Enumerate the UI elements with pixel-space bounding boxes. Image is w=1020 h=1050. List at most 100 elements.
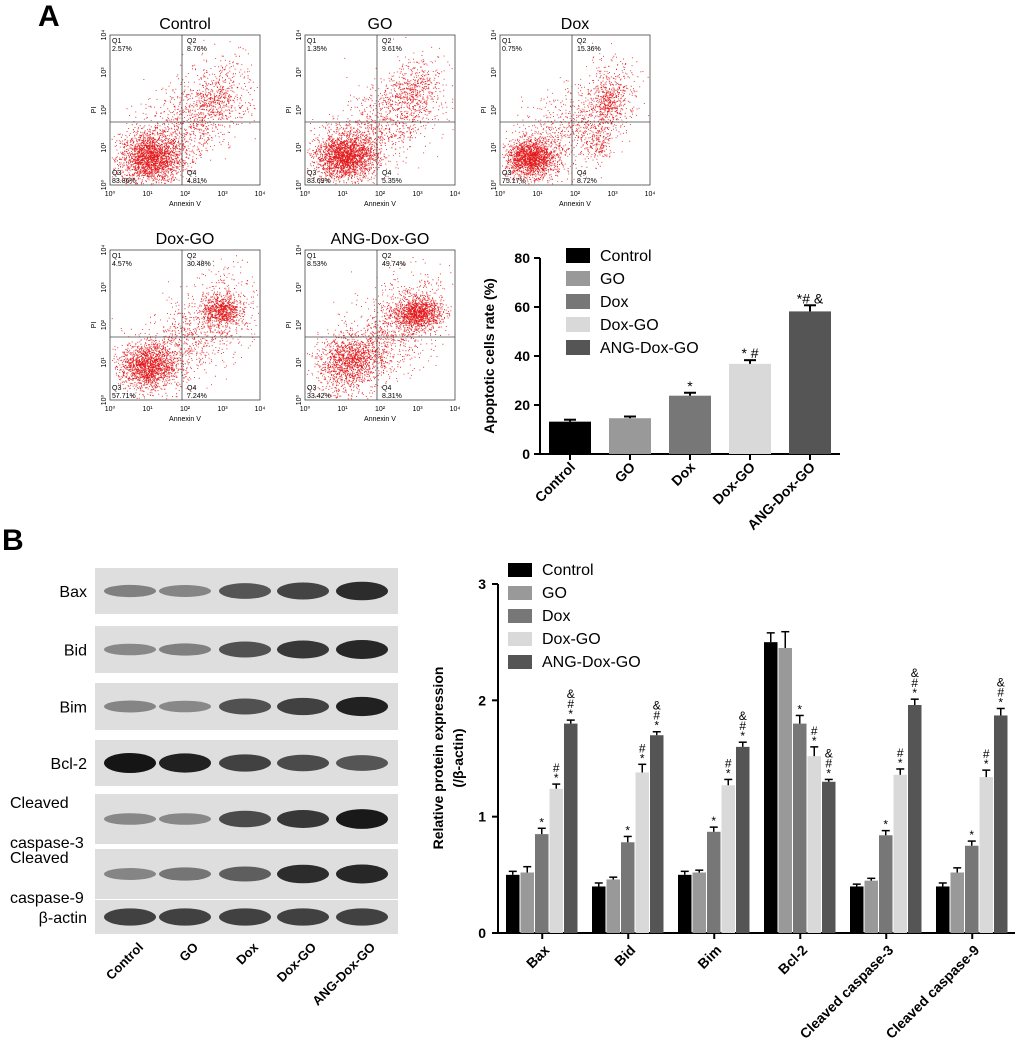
significance-mark: #: [639, 741, 646, 755]
bar-cleaved-caspase-3-1: [864, 880, 878, 933]
x-tick-label: Dox-GO: [709, 459, 758, 508]
legend-label: ANG-Dox-GO: [542, 654, 641, 671]
panel-label-b: B: [2, 524, 24, 557]
significance-mark: *: [726, 766, 731, 780]
legend-label: Dox: [542, 608, 570, 625]
x-tick-label: 10⁰: [105, 405, 116, 413]
bar-bax-0: [506, 874, 520, 933]
bar-bid-0: [592, 886, 606, 933]
legend-swatch: [566, 271, 590, 286]
bar-cleaved-caspase-3-0: [850, 886, 864, 933]
flow-plot-events: [307, 37, 454, 185]
legend-swatch: [508, 632, 532, 646]
blot-lane-label: Dox-GO: [274, 940, 319, 985]
x-tick-label: 10²: [375, 191, 386, 198]
flow-plot-title: Dox-GO: [156, 231, 215, 248]
bar-bid-3: [635, 772, 649, 933]
x-tick-label: 10¹: [142, 191, 153, 198]
blot-band: [336, 696, 388, 717]
bar-bax-3: [549, 788, 563, 933]
y-tick-label: 10⁴: [491, 30, 498, 41]
x-tick-label: Cleaved caspase-9: [882, 942, 982, 1042]
blot-lane-label: ANG-Dox-GO: [309, 940, 378, 1009]
significance-mark: #: [739, 719, 746, 733]
blot-lane-label: Dox: [233, 939, 262, 968]
x-tick-label: 10¹: [337, 191, 348, 198]
bar-dox: [669, 395, 711, 454]
legend-label: Dox-GO: [542, 631, 601, 648]
flow-event-dots: [111, 255, 259, 400]
blot-band: [277, 640, 329, 659]
blot-lane-label: Control: [103, 940, 146, 983]
y-tick-label: 10⁴: [296, 245, 303, 256]
blot-band: [336, 640, 388, 659]
q3-label: Q3: [112, 170, 121, 177]
y-tick-label: 10⁰: [295, 180, 303, 191]
significance-mark: *: [912, 686, 917, 700]
x-tick-label: 10⁰: [495, 190, 506, 198]
bar-bid-4: [650, 735, 664, 933]
x-tick-label: 10³: [217, 191, 228, 198]
flow-plot-events: [111, 39, 258, 185]
x-tick-label: 10³: [412, 191, 423, 198]
flow-event-dots: [306, 257, 454, 400]
blot-band: [104, 643, 156, 656]
panel-label-a: A: [38, 0, 60, 33]
blot-band: [277, 864, 329, 884]
significance-mark: *: [797, 702, 802, 716]
y-tick-label: 10¹: [101, 357, 108, 368]
q4-label: Q4: [187, 385, 196, 392]
blot-band: [219, 810, 271, 828]
flow-plot-events: [306, 257, 454, 400]
y-tick-label: 10³: [101, 67, 108, 78]
blot-band: [219, 866, 271, 882]
blot-band: [336, 809, 388, 829]
flow-x-axis-label: Annexin V: [364, 416, 396, 423]
significance-mark: *: [640, 751, 645, 765]
legend-swatch: [508, 609, 532, 623]
legend-label: Control: [542, 562, 594, 579]
blot-band: [104, 753, 156, 773]
blot-lane-label: GO: [176, 940, 201, 965]
bar-bcl-2-4: [822, 781, 836, 933]
y-tick-label: 3: [478, 576, 486, 592]
significance-mark: &: [997, 675, 1005, 689]
q3-value: 33.42%: [307, 393, 331, 400]
legend-swatch: [566, 317, 590, 332]
legend-swatch: [508, 586, 532, 600]
flow-plot-frame: [109, 249, 261, 401]
y-tick-label: 10³: [296, 282, 303, 293]
y-tick-label: 80: [514, 250, 530, 266]
bar-bax-2: [535, 834, 549, 933]
x-tick-label: 10⁰: [300, 190, 311, 198]
q1-label: Q1: [307, 253, 316, 260]
bar-control: [549, 421, 591, 454]
q2-label: Q2: [187, 38, 196, 45]
q4-label: Q4: [187, 170, 196, 177]
significance-mark: &: [653, 699, 661, 713]
flow-plot-title: GO: [368, 16, 393, 33]
significance-mark: &: [911, 666, 919, 680]
q1-value: 1.35%: [307, 46, 327, 53]
significance-mark: *: [898, 756, 903, 770]
flow-y-axis-label: PI: [91, 107, 98, 114]
legend-swatch: [508, 563, 532, 577]
y-tick-label: 10⁰: [100, 395, 108, 406]
q2-value: 9.61%: [382, 46, 402, 53]
q1-value: 8.53%: [307, 261, 327, 268]
q4-value: 8.31%: [382, 393, 402, 400]
bar-bim-2: [707, 831, 721, 933]
legend-label: Control: [600, 248, 652, 265]
western-blot: BaxBidBimBcl-2Cleavedcaspase-3Cleavedcas…: [10, 568, 398, 1008]
q1-value: 0.75%: [502, 46, 522, 53]
significance-mark: #: [897, 746, 904, 760]
flow-plot-title: Dox: [561, 16, 589, 33]
blot-row-label: Cleaved: [10, 850, 69, 867]
flow-plot-frame: [304, 249, 456, 401]
blot-band: [277, 582, 329, 600]
y-tick-label: 10⁰: [295, 395, 303, 406]
q1-label: Q1: [307, 38, 316, 45]
blot-band: [336, 864, 388, 884]
